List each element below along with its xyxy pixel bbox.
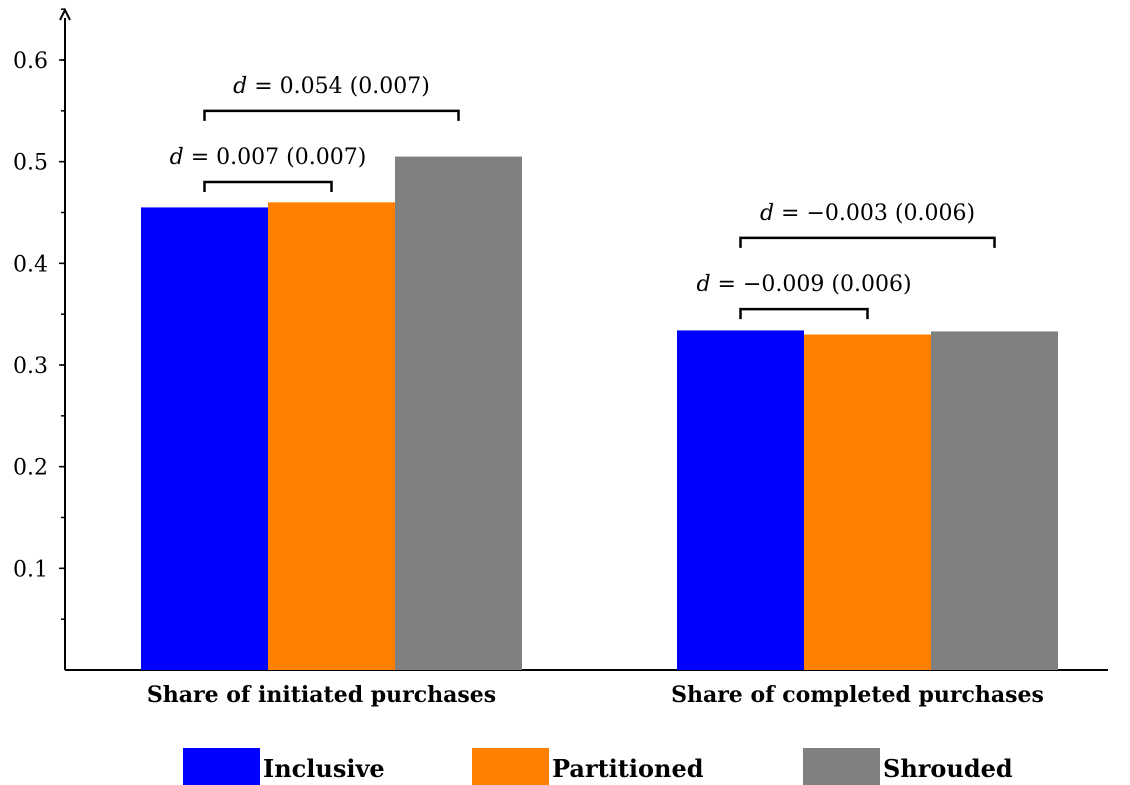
- legend: Inclusive Partitioned Shrouded: [183, 748, 1013, 785]
- legend-item-inclusive: Inclusive: [183, 748, 385, 785]
- axes: 0.1 0.2 0.3 0.4 0.5 0.6 Share of initiated pur…: [13, 7, 1108, 708]
- bar-shrouded: [931, 331, 1058, 670]
- legend-swatch: [803, 748, 880, 785]
- legend-label: Partitioned: [552, 754, 704, 783]
- y-tick-label: 0.4: [13, 252, 48, 277]
- comparison-bracket: [203, 180, 333, 192]
- comparison-label: d = 0.007 (0.007): [170, 145, 367, 170]
- comparison-bracket: [739, 236, 996, 248]
- bar-partitioned: [804, 334, 931, 670]
- bar-inclusive: [677, 330, 804, 670]
- category-label: Share of initiated purchases: [147, 682, 496, 708]
- category-label: Share of completed purchases: [671, 682, 1044, 708]
- comparison-label: d = 0.054 (0.007): [233, 74, 430, 99]
- bar-shrouded: [395, 156, 522, 671]
- legend-swatch: [472, 748, 549, 785]
- legend-item-partitioned: Partitioned: [472, 748, 704, 785]
- legend-swatch: [183, 748, 260, 785]
- y-tick-label: 0.3: [13, 354, 48, 379]
- bar-partitioned: [268, 202, 395, 671]
- legend-label: Shrouded: [883, 754, 1013, 783]
- y-tick-label: 0.5: [13, 151, 48, 176]
- comparison-bracket: [203, 109, 460, 121]
- legend-item-shrouded: Shrouded: [803, 748, 1013, 785]
- y-tick-label: 0.2: [13, 456, 48, 481]
- legend-label: Inclusive: [263, 754, 385, 783]
- y-axis-arrow: [59, 7, 71, 21]
- y-tick-label: 0.1: [13, 557, 48, 582]
- comparison-label: d = −0.009 (0.006): [696, 272, 911, 297]
- y-tick-label: 0.6: [13, 49, 48, 74]
- bars: [141, 156, 1058, 671]
- annotations: d = 0.007 (0.007) d = 0.054 (0.007) d = −0…: [170, 74, 996, 320]
- comparison-label: d = −0.003 (0.006): [760, 201, 975, 226]
- bar-inclusive: [141, 207, 268, 670]
- comparison-bracket: [739, 307, 869, 320]
